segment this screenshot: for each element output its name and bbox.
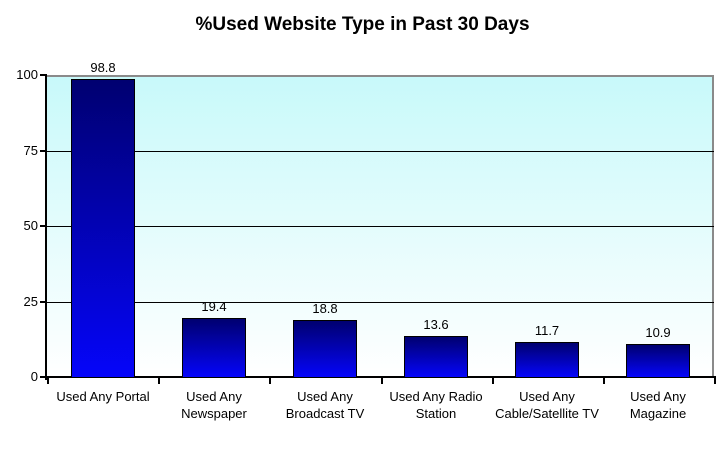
y-tick-mark (40, 150, 47, 152)
bar-value-label: 19.4 (201, 299, 227, 314)
bar-6 (626, 344, 690, 377)
x-category-label: Used Any Newspaper (181, 389, 247, 421)
chart-title: %Used Website Type in Past 30 Days (195, 14, 530, 35)
bar-5 (515, 342, 579, 377)
bar-1 (71, 79, 135, 377)
y-tick-mark (40, 225, 47, 227)
y-tick-label: 25 (23, 294, 38, 309)
y-tick-label: 75 (23, 143, 38, 158)
x-tick-mark (603, 377, 605, 384)
x-tick-mark (269, 377, 271, 384)
x-tick-mark (714, 377, 716, 384)
bar-value-label: 13.6 (423, 317, 449, 332)
bar-4 (404, 336, 468, 377)
x-axis-line (45, 376, 716, 378)
x-tick-mark (47, 377, 49, 384)
y-gridline (47, 226, 714, 227)
x-category-label: Used Any Cable/Satellite TV (495, 389, 599, 421)
y-tick-label: 100 (16, 67, 38, 82)
y-tick-mark (40, 376, 47, 378)
x-tick-mark (381, 377, 383, 384)
bar-value-label: 98.8 (90, 60, 116, 75)
bar-value-label: 18.8 (312, 301, 338, 316)
bar-2 (182, 318, 246, 377)
y-tick-label: 50 (23, 218, 38, 233)
bar-value-label: 11.7 (534, 323, 560, 338)
y-tick-mark (40, 301, 47, 303)
y-axis-line (45, 75, 47, 380)
bar-3 (293, 320, 357, 377)
x-category-label: Used Any Portal (56, 389, 150, 404)
y-tick-label: 0 (30, 369, 38, 384)
x-tick-mark (492, 377, 494, 384)
x-category-label: Used Any Radio Station (389, 389, 483, 421)
y-gridline (47, 151, 714, 152)
x-category-label: Used Any Magazine (629, 389, 687, 421)
y-tick-mark (40, 74, 47, 76)
bar-value-label: 10.9 (645, 325, 671, 340)
x-category-label: Used Any Broadcast TV (285, 389, 365, 421)
x-tick-mark (158, 377, 160, 384)
y-gridline (47, 302, 714, 303)
